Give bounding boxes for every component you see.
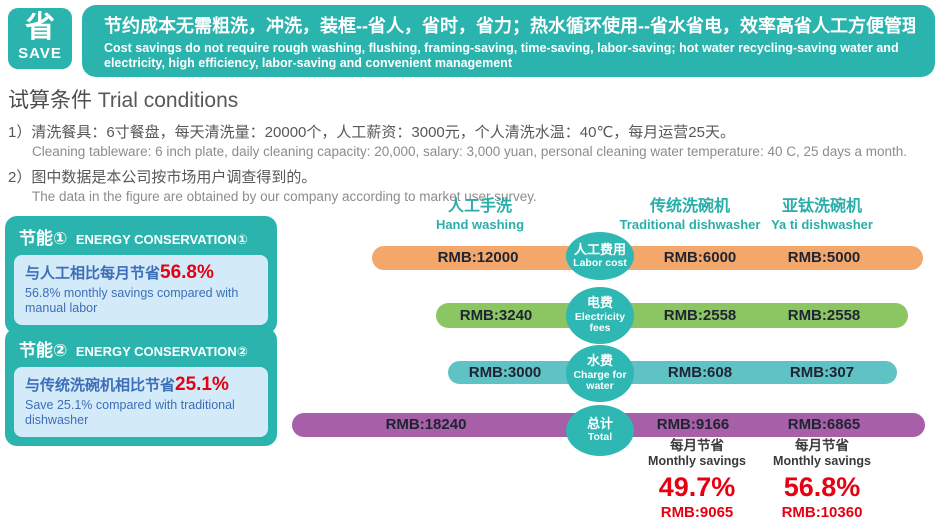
energy-box-2-title-zh: 节能② [19, 341, 68, 360]
column-header-yati-zh: 亚钛洗碗机 [781, 198, 862, 215]
value-labor-yati: RMB:5000 [787, 249, 861, 266]
row-circle-electricity: 电费 Electricity fees [566, 287, 634, 344]
savings-traditional-percent: 49.7% [658, 471, 736, 502]
condition-1-zh: 1）清洗餐具：6寸餐盘，每天清洗量：20000个，人工薪资：3000元，个人清洗… [8, 124, 735, 141]
row-circle-labor-en: Labor cost [573, 256, 627, 269]
header-banner: 节约成本无需粗洗，冲洗，装框--省人，省时，省力；热水循环使用--省水省电，效率… [82, 5, 935, 77]
row-circle-total-zh: 总计 [586, 416, 613, 432]
savings-block-yati: 每月节省 Monthly savings 56.8% RMB:10360 [773, 438, 871, 518]
value-labor-traditional: RMB:6000 [663, 249, 737, 266]
savings-traditional-label-zh: 每月节省 [670, 438, 724, 453]
energy-box-1-line: 与人工相比每月节省56.8% [25, 262, 257, 284]
row-circle-electricity-en: Electricity fees [574, 310, 626, 335]
row-circle-electricity-zh: 电费 [586, 295, 613, 311]
energy-box-2-line-zh: 与传统洗碗机相比节省 [25, 377, 176, 394]
column-header-hand-washing: 人工手洗 Hand washing [436, 192, 524, 232]
column-header-traditional-zh: 传统洗碗机 [649, 198, 730, 215]
column-header-yati: 亚钛洗碗机 Ya ti dishwasher [771, 192, 873, 232]
bar-water-charge [448, 361, 897, 384]
energy-box-2-value: 25.1% [175, 374, 229, 395]
trial-conditions-heading: 试算条件 Trial conditions [8, 84, 933, 114]
condition-1-en: Cleaning tableware: 6 inch plate, daily … [32, 144, 908, 159]
condition-2-en: The data in the figure are obtained by o… [32, 189, 537, 204]
energy-box-2-line-en: Save 25.1% compared with traditional dis… [25, 398, 235, 428]
value-total-yati: RMB:6865 [787, 416, 861, 433]
energy-box-2-line: 与传统洗碗机相比节省25.1% [25, 374, 257, 396]
column-header-hand-washing-zh: 人工手洗 [447, 198, 512, 215]
savings-traditional-amount: RMB:9065 [660, 503, 734, 518]
header-title-zh: 节约成本无需粗洗，冲洗，装框--省人，省时，省力；热水循环使用--省水省电，效率… [104, 16, 915, 36]
energy-box-1-title-zh: 节能① [19, 229, 68, 248]
value-water-hand: RMB:3000 [468, 364, 542, 381]
savings-yati-amount: RMB:10360 [781, 503, 863, 518]
trial-conditions-heading-en: Trial conditions [97, 89, 239, 112]
trial-conditions-section: 试算条件 Trial conditions 1）清洗餐具：6寸餐盘，每天清洗量：… [8, 84, 933, 204]
column-header-hand-washing-en: Hand washing [435, 217, 525, 232]
row-circle-water-zh: 水费 [586, 353, 613, 369]
energy-box-1: 节能① ENERGY CONSERVATION① 与人工相比每月节省56.8% … [5, 216, 277, 334]
value-total-hand: RMB:18240 [385, 416, 467, 433]
energy-box-1-line-zh: 与人工相比每月节省 [25, 265, 161, 282]
savings-traditional-label-en: Monthly savings [648, 453, 746, 468]
energy-box-2: 节能② ENERGY CONSERVATION② 与传统洗碗机相比节省25.1%… [5, 328, 277, 446]
condition-2-zh: 2）图中数据是本公司按市场用户调查得到的。 [8, 169, 317, 186]
savings-yati-label-zh: 每月节省 [795, 438, 849, 453]
value-water-traditional: RMB:608 [667, 364, 733, 381]
row-circle-total-en: Total [587, 431, 613, 444]
row-circle-total: 总计 Total [566, 405, 634, 456]
save-badge-zh: 省 [25, 11, 55, 44]
bar-electricity-fees [436, 303, 908, 328]
energy-box-1-body: 与人工相比每月节省56.8% 56.8% monthly savings com… [14, 255, 268, 325]
value-water-yati: RMB:307 [789, 364, 855, 381]
column-header-traditional: 传统洗碗机 Traditional dishwasher [620, 192, 761, 232]
save-badge-en: SAVE [18, 45, 62, 62]
savings-yati-percent: 56.8% [783, 471, 861, 502]
energy-box-2-title-en: ENERGY CONSERVATION② [75, 344, 248, 359]
energy-box-1-line-en: 56.8% monthly savings compared with manu… [25, 286, 239, 316]
energy-box-2-body: 与传统洗碗机相比节省25.1% Save 25.1% compared with… [14, 367, 268, 437]
energy-box-1-header: 节能① ENERGY CONSERVATION① [14, 224, 268, 255]
row-circle-water: 水费 Charge for water [566, 345, 634, 402]
value-labor-hand: RMB:12000 [437, 249, 519, 266]
energy-box-1-value: 56.8% [160, 262, 214, 283]
column-header-traditional-en: Traditional dishwasher [619, 217, 761, 232]
save-badge: 省 SAVE [8, 8, 72, 69]
savings-block-traditional: 每月节省 Monthly savings 49.7% RMB:9065 [648, 438, 746, 518]
value-total-traditional: RMB:9166 [656, 416, 730, 433]
bar-labor-cost [372, 246, 923, 270]
savings-yati-label-en: Monthly savings [773, 453, 871, 468]
value-electricity-yati: RMB:2558 [787, 307, 861, 324]
value-electricity-traditional: RMB:2558 [663, 307, 737, 324]
trial-conditions-heading-zh: 试算条件 [8, 89, 92, 112]
value-electricity-hand: RMB:3240 [459, 307, 533, 324]
column-header-yati-en: Ya ti dishwasher [771, 217, 873, 232]
row-circle-water-en: Charge for water [573, 368, 627, 393]
energy-box-1-title-en: ENERGY CONSERVATION① [75, 232, 248, 247]
row-circle-labor-zh: 人工费用 [573, 241, 626, 257]
header-title-en: Cost savings do not require rough washin… [104, 41, 899, 70]
row-circle-labor-cost: 人工费用 Labor cost [566, 232, 634, 280]
energy-box-2-header: 节能② ENERGY CONSERVATION② [14, 336, 268, 367]
